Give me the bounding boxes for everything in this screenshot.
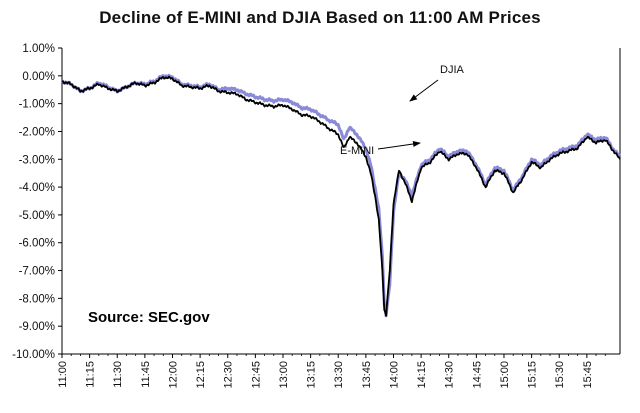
- x-tick-label: 15:00: [499, 361, 511, 389]
- x-tick-label: 13:15: [306, 361, 318, 389]
- x-tick-label: 14:30: [444, 361, 456, 389]
- x-tick-label: 15:15: [527, 361, 539, 389]
- source-label: Source: SEC.gov: [88, 309, 210, 326]
- y-tick-label: 1.00%: [22, 43, 55, 55]
- x-tick-label: 13:45: [361, 361, 373, 389]
- x-tick-label: 11:30: [112, 361, 124, 388]
- y-tick-label: -5.00%: [19, 210, 55, 222]
- emini-annotation-label: E-MINI: [340, 145, 374, 157]
- x-tick-label: 11:00: [57, 361, 69, 388]
- x-tick-label: 14:15: [416, 361, 428, 389]
- y-tick-label: 0.00%: [22, 71, 55, 83]
- djia-series-line: [61, 73, 622, 318]
- e-mini-series-line: [61, 75, 621, 317]
- y-tick-label: -6.00%: [19, 238, 55, 250]
- y-tick-label: -8.00%: [19, 293, 55, 305]
- y-tick-label: -2.00%: [19, 126, 55, 138]
- x-tick-label: 11:15: [85, 361, 97, 388]
- emini-annotation-arrow: [377, 141, 421, 150]
- x-tick-label: 14:00: [388, 361, 400, 389]
- x-tick-label: 11:45: [140, 361, 152, 388]
- y-tick-label: -1.00%: [19, 99, 55, 111]
- y-tick-label: -7.00%: [19, 266, 55, 278]
- y-tick-label: -10.00%: [12, 349, 55, 361]
- x-tick-label: 13:30: [333, 361, 345, 389]
- x-tick-label: 12:45: [250, 361, 262, 389]
- djia-annotation-label: DJIA: [440, 64, 465, 76]
- x-tick-label: 12:15: [195, 361, 207, 389]
- x-tick-label: 12:00: [167, 361, 179, 389]
- x-tick-label: 15:30: [554, 361, 566, 389]
- djia-annotation-arrow: [409, 79, 439, 102]
- x-tick-label: 14:45: [471, 361, 483, 389]
- x-tick-label: 15:45: [582, 361, 594, 389]
- x-tick-label: 12:30: [223, 361, 235, 389]
- y-tick-label: -3.00%: [19, 154, 55, 166]
- x-tick-label: 13:00: [278, 361, 290, 389]
- y-tick-label: -4.00%: [19, 182, 55, 194]
- y-tick-label: -9.00%: [19, 321, 55, 333]
- chart-title: Decline of E-MINI and DJIA Based on 11:0…: [99, 8, 541, 27]
